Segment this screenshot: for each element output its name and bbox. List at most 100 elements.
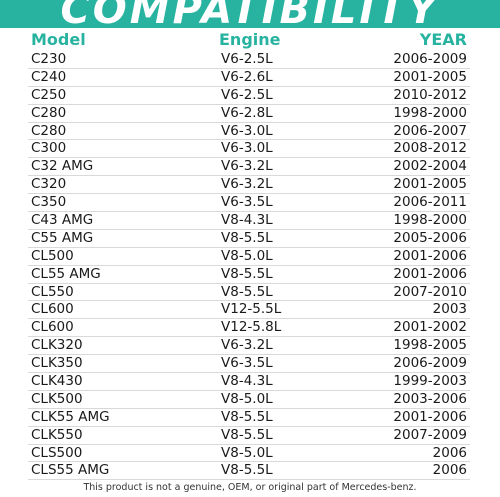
- cell-year: 1999-2003: [393, 373, 467, 390]
- cell-year: 1998-2005: [393, 337, 467, 354]
- cell-model: CLS55 AMG: [31, 462, 110, 479]
- cell-model: CLK500: [31, 390, 83, 407]
- table-row: CLK430 V8-4.3L 1999-2003: [28, 373, 470, 391]
- table-row: C280 V6-3.0L 2006-2007: [28, 123, 470, 141]
- cell-year: 2001-2005: [393, 176, 467, 193]
- cell-model: C230: [31, 51, 67, 67]
- cell-model: CL500: [31, 247, 74, 264]
- cell-year: 2005-2006: [393, 229, 467, 246]
- table-row: CL600 V12-5.8L 2001-2002: [28, 319, 470, 338]
- table-row: CLK55 AMG V8-5.5L 2001-2006: [28, 409, 470, 427]
- cell-engine: V8-5.5L: [221, 426, 273, 443]
- cell-engine: V8-5.0L: [221, 390, 273, 407]
- cell-model: C300: [31, 140, 67, 157]
- cell-engine: V8-5.5L: [221, 229, 273, 246]
- column-header-engine: Engine: [219, 30, 281, 49]
- cell-year: 2001-2002: [393, 319, 467, 336]
- cell-model: C350: [31, 194, 67, 211]
- cell-model: CL600: [31, 319, 74, 336]
- cell-engine: V6-3.2L: [221, 176, 273, 193]
- cell-year: 2007-2010: [393, 283, 467, 300]
- table-row: CL550 V8-5.5L 2007-2010: [28, 284, 470, 302]
- cell-year: 2003-2006: [393, 390, 467, 407]
- cell-model: C250: [31, 86, 67, 103]
- cell-model: C240: [31, 68, 67, 85]
- cell-year: 1998-2000: [393, 104, 467, 121]
- cell-model: CL600: [31, 301, 74, 318]
- table-row: C280 V6-2.8L 1998-2000: [28, 105, 470, 123]
- cell-model: C280: [31, 104, 67, 121]
- cell-model: C43 AMG: [31, 212, 94, 229]
- cell-year: 2006: [432, 444, 467, 461]
- column-header-year: YEAR: [419, 30, 467, 49]
- cell-year: 2008-2012: [393, 140, 467, 157]
- cell-engine: V8-5.5L: [221, 462, 273, 479]
- cell-year: 2002-2004: [393, 158, 467, 175]
- table-row: C32 AMG V6-3.2L 2002-2004: [28, 158, 470, 177]
- cell-engine: V6-3.5L: [221, 194, 273, 211]
- table-row: C55 AMG V8-5.5L 2005-2006: [28, 230, 470, 248]
- cell-year: 2001-2005: [393, 68, 467, 85]
- table-row: CL500 V8-5.0L 2001-2006: [28, 248, 470, 266]
- table-row: CL600 V12-5.5L 2003: [28, 301, 470, 320]
- cell-year: 2003: [432, 301, 467, 318]
- cell-engine: V6-3.0L: [221, 122, 273, 139]
- cell-model: CLK350: [31, 355, 83, 372]
- table-row: C240 V6-2.6L 2001-2005: [28, 69, 470, 87]
- cell-engine: V8-4.3L: [221, 212, 273, 229]
- compatibility-table: C230 V6-2.5L 2006-2009 C240 V6-2.6L 2001-2005…: [28, 51, 470, 481]
- cell-model: C280: [31, 122, 67, 139]
- cell-year: 2001-2006: [393, 265, 467, 282]
- cell-engine: V8-5.0L: [221, 247, 273, 264]
- cell-year: 2001-2006: [393, 247, 467, 264]
- cell-year: 2006-2009: [393, 355, 467, 372]
- table-row: C350 V6-3.5L 2006-2011: [28, 194, 470, 213]
- cell-engine: V12-5.8L: [221, 319, 282, 336]
- cell-engine: V6-2.6L: [221, 68, 273, 85]
- cell-model: CL55 AMG: [31, 265, 101, 282]
- table-row: C43 AMG V8-4.3L 1998-2000: [28, 212, 470, 230]
- cell-model: C32 AMG: [31, 158, 94, 175]
- cell-engine: V6-2.5L: [221, 51, 273, 67]
- cell-engine: V8-5.5L: [221, 265, 273, 282]
- cell-year: 2006-2009: [393, 51, 467, 67]
- cell-year: 2010-2012: [393, 86, 467, 103]
- cell-engine: V8-4.3L: [221, 373, 273, 390]
- cell-year: 2006: [432, 462, 467, 479]
- cell-year: 2001-2006: [393, 408, 467, 425]
- cell-engine: V6-3.5L: [221, 355, 273, 372]
- compatibility-banner: COMPATIBILITY: [0, 0, 500, 28]
- cell-model: CLK320: [31, 337, 83, 354]
- cell-engine: V8-5.5L: [221, 408, 273, 425]
- banner-title: COMPATIBILITY: [60, 0, 440, 28]
- column-header-model: Model: [31, 30, 86, 49]
- cell-engine: V6-3.0L: [221, 140, 273, 157]
- cell-year: 1998-2000: [393, 212, 467, 229]
- table-row: C250 V6-2.5L 2010-2012: [28, 87, 470, 105]
- table-row: CLK550 V8-5.5L 2007-2009: [28, 427, 470, 445]
- table-row: CLK350 V6-3.5L 2006-2009: [28, 355, 470, 374]
- cell-engine: V6-2.8L: [221, 104, 273, 121]
- cell-year: 2007-2009: [393, 426, 467, 443]
- cell-model: CLS500: [31, 444, 83, 461]
- cell-year: 2006-2011: [393, 194, 467, 211]
- disclaimer-note: This product is not a genuine, OEM, or o…: [83, 482, 417, 493]
- table-row: CLS500 V8-5.0L 2006: [28, 445, 470, 463]
- cell-model: CLK55 AMG: [31, 408, 110, 425]
- table-row: C320 V6-3.2L 2001-2005: [28, 176, 470, 195]
- table-row: CL55 AMG V8-5.5L 2001-2006: [28, 266, 470, 284]
- table-row: CLK500 V8-5.0L 2003-2006: [28, 391, 470, 409]
- table-row: CLS55 AMG V8-5.5L 2006: [28, 462, 470, 481]
- cell-engine: V6-3.2L: [221, 337, 273, 354]
- cell-model: CLK550: [31, 426, 83, 443]
- table-header: Model Engine YEAR: [0, 29, 500, 51]
- cell-engine: V8-5.5L: [221, 283, 273, 300]
- cell-model: C55 AMG: [31, 229, 94, 246]
- table-row: C300 V6-3.0L 2008-2012: [28, 140, 470, 159]
- cell-model: CL550: [31, 283, 74, 300]
- table-row: C230 V6-2.5L 2006-2009: [28, 51, 470, 69]
- cell-engine: V6-2.5L: [221, 86, 273, 103]
- cell-engine: V12-5.5L: [221, 301, 282, 318]
- cell-model: CLK430: [31, 373, 83, 390]
- table-row: CLK320 V6-3.2L 1998-2005: [28, 337, 470, 356]
